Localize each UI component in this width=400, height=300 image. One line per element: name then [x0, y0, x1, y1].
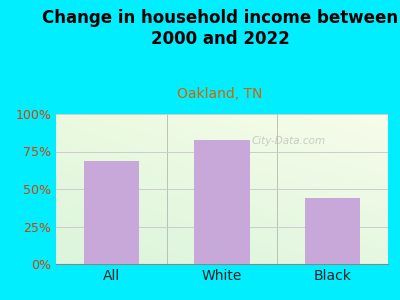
Text: City-Data.com: City-Data.com: [251, 136, 326, 146]
Bar: [84, 160, 139, 264]
Text: Change in household income between
2000 and 2022: Change in household income between 2000 …: [42, 9, 398, 48]
Bar: [194, 140, 250, 264]
Bar: [305, 198, 360, 264]
Text: Oakland, TN: Oakland, TN: [177, 87, 263, 101]
